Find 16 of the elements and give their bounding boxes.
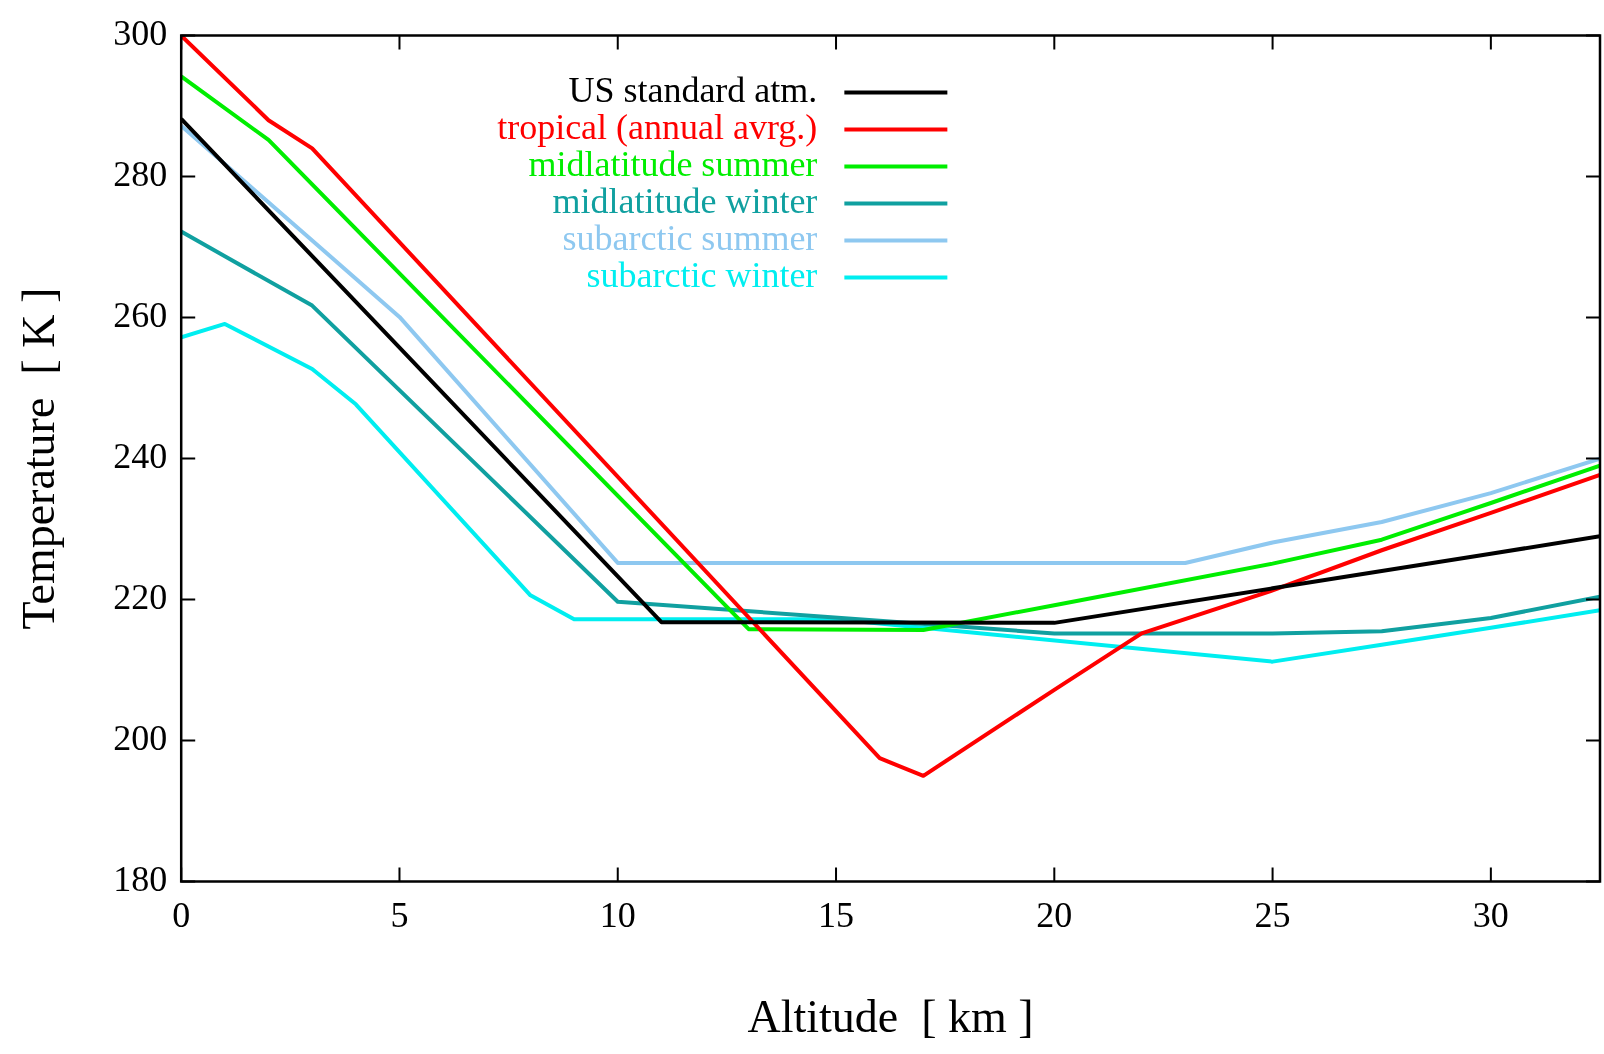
y-axis-title: Temperature [ K ] (12, 287, 64, 630)
x-axis-title: Altitude [ km ] (747, 991, 1034, 1043)
x-tick-label: 10 (599, 894, 636, 935)
y-tick-label: 260 (113, 295, 168, 336)
y-tick-label: 240 (113, 436, 168, 477)
y-tick-label: 280 (113, 154, 168, 195)
y-tick-label: 300 (113, 13, 168, 54)
x-tick-label: 15 (818, 894, 855, 935)
y-tick-label: 180 (113, 859, 168, 900)
x-tick-label: 5 (390, 894, 409, 935)
x-tick-label: 30 (1472, 894, 1509, 935)
x-tick-label: 0 (172, 894, 191, 935)
x-tick-label: 25 (1254, 894, 1291, 935)
y-tick-label: 200 (113, 718, 168, 759)
x-tick-label: 20 (1036, 894, 1073, 935)
y-tick-label: 220 (113, 577, 168, 618)
